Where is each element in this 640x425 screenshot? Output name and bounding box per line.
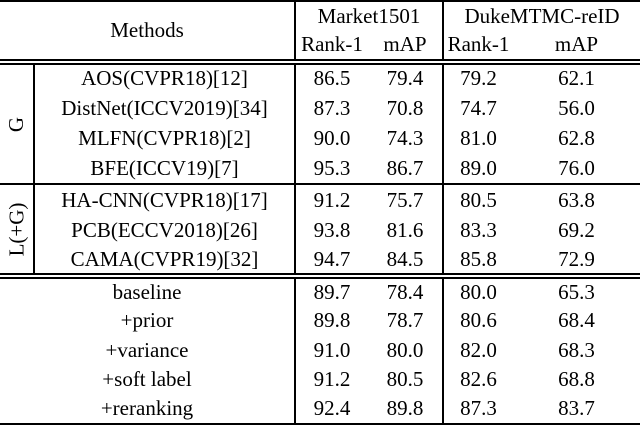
table-row: +prior 89.8 78.7 80.6 68.4: [0, 305, 640, 336]
metric-cell: 91.2: [294, 364, 368, 395]
table-row: baseline 89.7 78.4 80.0 65.3: [0, 276, 640, 306]
group-label-g: G: [0, 62, 35, 186]
table-row: MLFN(CVPR18)[2] 90.0 74.3 81.0 62.8: [0, 123, 640, 154]
table-row: +soft label 91.2 80.5 82.6 68.8: [0, 364, 640, 395]
metric-cell: 89.8: [294, 305, 368, 336]
methods-column-header: Methods: [0, 1, 295, 66]
method-cell: baseline: [112, 279, 182, 304]
method-cell: +variance: [105, 337, 189, 362]
metric-cell: 80.0: [386, 337, 424, 362]
method-cell: CAMA(CVPR19)[32]: [34, 245, 295, 280]
method-cell: +prior: [120, 308, 174, 333]
table-row: BFE(ICCV19)[7] 95.3 86.7 89.0 76.0: [0, 153, 640, 186]
metric-cell: 90.0: [294, 123, 368, 154]
metric-cell: 68.4: [558, 308, 595, 333]
metric-cell: 79.4: [386, 66, 424, 91]
metric-cell: 65.3: [558, 279, 595, 304]
metric-cell: 76.0: [513, 153, 640, 186]
metric-cell: 63.8: [558, 187, 595, 212]
method-cell: AOS(CVPR18)[12]: [81, 66, 248, 91]
market-map-header: mAP: [368, 30, 443, 66]
metric-cell: 86.5: [294, 62, 368, 93]
metric-cell: 81.6: [386, 217, 424, 242]
group-label-l-plus-g: L(+G): [0, 184, 35, 280]
metric-cell: 89.8: [386, 396, 424, 421]
method-cell: HA-CNN(CVPR18)[17]: [61, 187, 268, 212]
metric-cell: 74.7: [442, 92, 513, 124]
metric-cell: 56.0: [558, 95, 595, 120]
metric-cell: 89.0: [442, 153, 513, 186]
metric-cell: 79.2: [442, 62, 513, 93]
metric-cell: 75.7: [386, 187, 424, 212]
metric-cell: 72.9: [513, 245, 640, 280]
table-row: G AOS(CVPR18)[12] 86.5 79.4 79.2 62.1: [0, 62, 640, 186]
metric-cell: 82.6: [442, 364, 513, 395]
group-label-text: G: [3, 116, 28, 132]
group-label-text: L(+G): [4, 202, 29, 257]
metric-cell: 93.8: [294, 215, 368, 246]
metric-cell: 95.3: [294, 153, 368, 186]
method-cell: PCB(ECCV2018)[26]: [71, 217, 258, 242]
table-row: DistNet(ICCV2019)[34] 87.3 70.8 74.7 56.…: [0, 92, 640, 124]
metric-cell: 81.0: [442, 123, 513, 154]
table-row: L(+G) HA-CNN(CVPR18)[17] 91.2 75.7 80.5 …: [0, 184, 640, 280]
metric-cell: 86.7: [368, 153, 443, 186]
method-cell: DistNet(ICCV2019)[34]: [61, 95, 268, 120]
metric-cell: 80.5: [442, 184, 513, 216]
metric-cell: 83.7: [558, 396, 595, 421]
metric-cell: 85.8: [442, 245, 513, 280]
table-row: PCB(ECCV2018)[26] 93.8 81.6 83.3 69.2: [0, 215, 640, 246]
method-cell: MLFN(CVPR18)[2]: [78, 126, 251, 151]
method-cell: +soft label: [102, 367, 192, 392]
header-row-metrics: Rank-1 mAP Rank-1 mAP: [0, 30, 640, 66]
market-rank1-header: Rank-1: [294, 30, 368, 66]
method-cell: BFE(ICCV19)[7]: [34, 153, 295, 186]
table-row: CAMA(CVPR19)[32] 94.7 84.5 85.8 72.9: [0, 245, 640, 280]
table-row: +reranking 92.4 89.8 87.3 83.7: [0, 394, 640, 424]
metric-cell: 62.8: [558, 126, 595, 151]
metric-cell: 94.7: [294, 245, 368, 280]
metric-cell: 84.5: [368, 245, 443, 280]
metric-cell: 70.8: [386, 95, 424, 120]
method-cell: +reranking: [100, 396, 194, 421]
metric-cell: 80.5: [386, 367, 424, 392]
dataset-header-dukemtmc-reid: DukeMTMC-reID: [441, 1, 640, 31]
metric-cell: 92.4: [294, 394, 368, 424]
metric-cell: 82.0: [442, 335, 513, 365]
duke-map-header: mAP: [513, 30, 640, 66]
duke-rank1-header: Rank-1: [442, 30, 513, 66]
metric-cell: 80.6: [442, 305, 513, 336]
metric-cell: 68.8: [558, 367, 595, 392]
metric-cell: 91.0: [294, 335, 368, 365]
metric-cell: 68.3: [558, 337, 595, 362]
metric-cell: 83.3: [442, 215, 513, 246]
metric-cell: 87.3: [294, 92, 368, 124]
metric-cell: 74.3: [386, 126, 424, 151]
metric-cell: 80.0: [442, 276, 513, 306]
metric-cell: 87.3: [442, 394, 513, 424]
header-row-datasets: Methods Market1501 DukeMTMC-reID: [0, 1, 640, 66]
metric-cell: 69.2: [558, 217, 595, 242]
metric-cell: 89.7: [294, 276, 368, 306]
table-row: +variance 91.0 80.0 82.0 68.3: [0, 335, 640, 365]
metric-cell: 91.2: [294, 184, 368, 216]
metric-cell: 78.4: [386, 279, 424, 304]
dataset-header-market1501: Market1501: [294, 1, 443, 31]
metric-cell: 62.1: [558, 66, 595, 91]
metric-cell: 78.7: [386, 308, 424, 333]
